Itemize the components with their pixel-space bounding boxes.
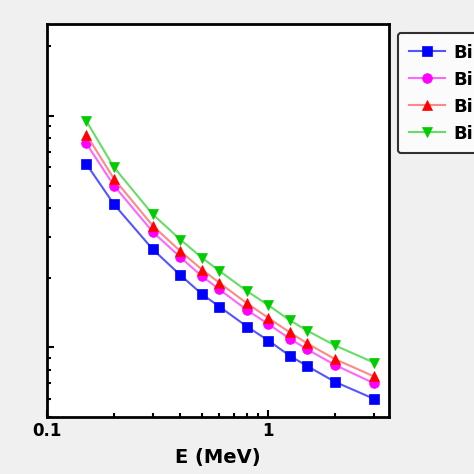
Bi3	[217, 280, 222, 286]
Bi3	[265, 315, 271, 321]
Bi1	[83, 161, 89, 167]
Bi3	[199, 267, 205, 273]
Bi4	[83, 118, 89, 124]
Bi1	[304, 363, 310, 369]
Bi2	[265, 321, 271, 327]
Bi4	[150, 212, 155, 218]
Bi4	[178, 237, 183, 243]
Bi4	[217, 268, 222, 274]
Bi4	[287, 318, 292, 323]
Bi2	[83, 141, 89, 146]
Line: Bi1: Bi1	[82, 159, 379, 404]
Bi3	[304, 341, 310, 346]
Bi3	[287, 329, 292, 335]
Bi4	[265, 302, 271, 308]
Line: Bi2: Bi2	[82, 138, 379, 388]
Bi2	[178, 255, 183, 260]
Bi4	[244, 288, 250, 294]
Bi4	[371, 360, 377, 365]
Legend: Bi, Bi, Bi, Bi: Bi, Bi, Bi, Bi	[398, 33, 474, 154]
Bi3	[371, 374, 377, 379]
Bi3	[332, 356, 338, 362]
Line: Bi3: Bi3	[82, 130, 379, 381]
Bi4	[199, 255, 205, 261]
Bi3	[111, 176, 117, 182]
Bi2	[150, 229, 155, 235]
Bi1	[287, 353, 292, 359]
Bi1	[199, 291, 205, 297]
Bi1	[371, 396, 377, 401]
Bi1	[332, 379, 338, 385]
Bi2	[304, 346, 310, 352]
Bi4	[304, 328, 310, 334]
Bi2	[332, 362, 338, 368]
Bi1	[265, 338, 271, 344]
Bi1	[244, 324, 250, 329]
Bi2	[111, 182, 117, 188]
Bi4	[332, 343, 338, 348]
Bi2	[244, 307, 250, 313]
Bi2	[371, 381, 377, 386]
Bi3	[150, 223, 155, 228]
Bi1	[217, 304, 222, 310]
Bi2	[217, 287, 222, 292]
Bi4	[111, 164, 117, 170]
Bi3	[178, 248, 183, 254]
Bi2	[199, 273, 205, 279]
Bi2	[287, 336, 292, 342]
Line: Bi4: Bi4	[82, 116, 379, 367]
Bi3	[244, 301, 250, 306]
Bi3	[83, 132, 89, 137]
Bi1	[111, 201, 117, 207]
Bi1	[150, 246, 155, 252]
Bi1	[178, 273, 183, 278]
X-axis label: E (MeV): E (MeV)	[175, 448, 261, 467]
